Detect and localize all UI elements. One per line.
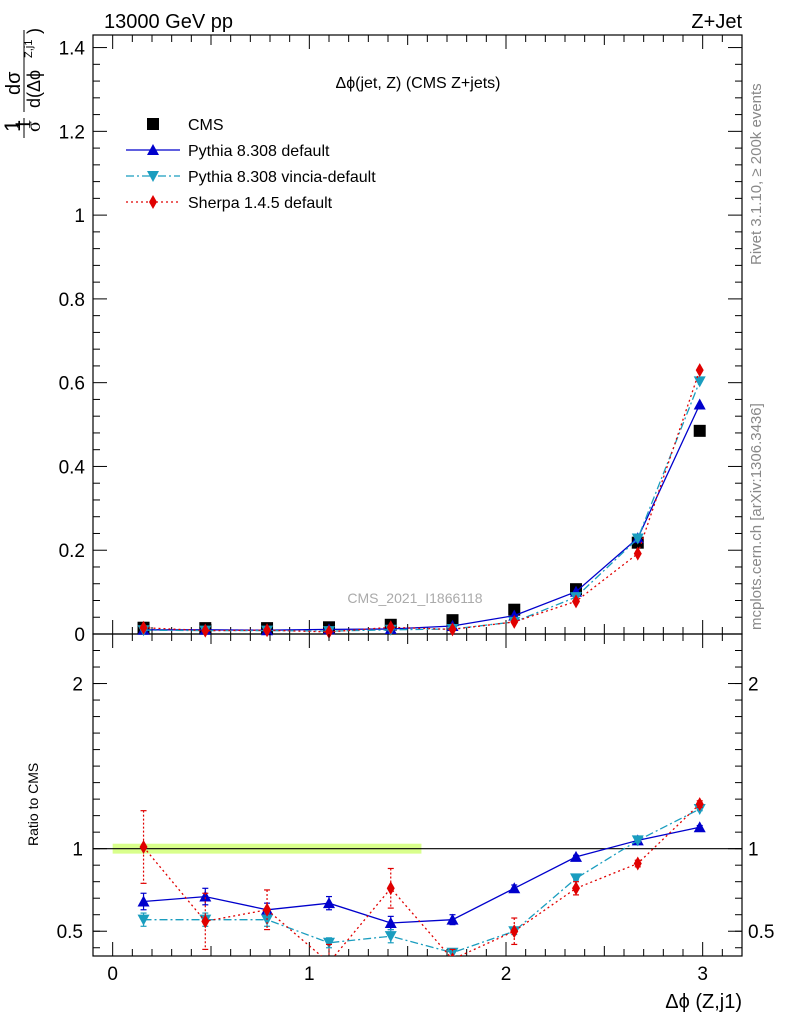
svg-text:d(Δϕ: d(Δϕ	[24, 70, 44, 108]
ratio-reference-band	[93, 843, 742, 854]
main-ytick-label: 0.2	[59, 541, 85, 562]
main-ytick-label: 1.4	[59, 39, 86, 60]
ratio-data-point	[631, 835, 644, 847]
ratio-xtick-label: 3	[697, 964, 708, 985]
main-data-point	[386, 620, 395, 635]
rivet-label: Rivet 3.1.10, ≥ 200k events	[748, 83, 765, 265]
ratio-data-point	[695, 797, 704, 812]
legend-label: Sherpa 1.4.5 default	[188, 195, 333, 212]
main-ytick-label: 1	[74, 206, 85, 227]
main-ytick-label: 0.4	[59, 457, 86, 478]
analysis-watermark: CMS_2021_I1866118	[347, 590, 482, 606]
svg-text:Z,j1: Z,j1	[23, 40, 35, 58]
main-ytick-label: 0.8	[59, 290, 85, 311]
ratio-data-point	[450, 952, 455, 956]
ratio-data-point	[384, 931, 397, 943]
main-series-line	[143, 381, 701, 632]
ratio-ylabel: Ratio to CMS	[25, 763, 41, 846]
legend-label: Pythia 8.308 vincia-default	[188, 169, 376, 186]
legend-marker	[149, 195, 157, 209]
ratio-data-point	[633, 856, 642, 871]
ratio-data-point	[446, 913, 459, 925]
main-data-point	[325, 624, 333, 639]
ratio-data-point	[137, 914, 150, 926]
ratio-data-point	[384, 916, 397, 928]
legend-label: Pythia 8.308 default	[188, 143, 330, 160]
ratio-series-line	[143, 808, 700, 954]
legend-marker	[147, 171, 159, 182]
x-axis-label: Δϕ (Z,j1)	[665, 991, 742, 1013]
main-data-point	[201, 623, 210, 638]
ratio-data-point	[201, 914, 210, 929]
legend-label: CMS	[188, 117, 224, 134]
ratio-data-point	[570, 873, 583, 885]
main-data-point	[139, 620, 148, 635]
main-ytick-label: 0.6	[59, 374, 85, 395]
ratio-ytick-label: 1	[72, 840, 83, 861]
ratio-data-point	[137, 895, 150, 907]
ratio-data-point	[199, 890, 212, 902]
main-y-axis: 0 0.2 0.4 0.6 0.8 1 1.2 1.4	[59, 39, 742, 646]
process-label: Z+Jet	[691, 11, 742, 33]
chart-title: Δϕ(jet, Z) (CMS Z+jets)	[336, 75, 501, 92]
main-data-point	[572, 594, 581, 609]
ratio-data-point	[510, 924, 519, 939]
main-data-point	[693, 376, 706, 388]
svg-text:): )	[24, 28, 44, 34]
ratio-xtick-label: 0	[107, 964, 118, 985]
ratio-ytick-label: 2	[72, 675, 83, 696]
ratio-data-point	[263, 902, 272, 917]
ratio-ytick-label-right: 1	[748, 840, 759, 861]
ratio-series-line	[143, 826, 700, 924]
svg-text:1: 1	[0, 120, 25, 132]
main-data-point	[693, 398, 706, 410]
ratio-xtick-label: 1	[304, 964, 315, 985]
ratio-data-point	[139, 840, 148, 855]
energy-label: 13000 GeV pp	[104, 11, 233, 33]
main-ytick-label: 0	[74, 625, 85, 646]
main-series-line	[143, 369, 701, 633]
ratio-xtick-label: 2	[501, 964, 512, 985]
ratio-data-point	[693, 821, 706, 833]
svg-text:dσ: dσ	[3, 71, 25, 95]
ratio-data-point	[572, 881, 581, 896]
mcplots-label: mcplots.cern.ch [arXiv:1306.3436]	[748, 403, 765, 630]
main-data-point	[631, 533, 644, 545]
main-data-point	[633, 546, 642, 561]
legend-marker	[147, 144, 159, 155]
ratio-ytick-label-right: 2	[748, 675, 759, 696]
ratio-data-point	[323, 937, 335, 949]
main-data-point	[448, 622, 457, 637]
ratio-series-group	[137, 797, 706, 956]
main-ylabel: 1	[10, 119, 35, 130]
main-data-point	[510, 614, 519, 629]
ratio-series-line	[143, 803, 701, 956]
main-data-point	[695, 363, 704, 378]
ratio-ytick-label: 0.5	[57, 922, 83, 943]
ratio-data-point	[328, 955, 330, 956]
legend: CMS Pythia 8.308 default Pythia 8.308 vinc…	[126, 117, 376, 212]
main-data-point	[693, 424, 706, 437]
main-ylabel-group: 1 σ dσ d(Δϕ Z,j1 )	[0, 28, 45, 138]
ratio-x-axis: 0 1 2 3	[107, 634, 723, 985]
ratio-data-point	[386, 881, 395, 896]
ratio-ytick-label-right: 0.5	[748, 922, 774, 943]
ratio-data-point	[261, 914, 274, 926]
ratio-data-point	[508, 882, 521, 894]
main-series-group	[137, 363, 706, 639]
ratio-data-point	[323, 897, 335, 909]
main-ytick-label: 1.2	[59, 122, 85, 143]
legend-marker	[147, 118, 159, 130]
svg-text:1: 1	[10, 119, 35, 130]
ratio-y-axis: 0.5 0.5 1 1 2 2	[57, 650, 774, 949]
ratio-plot-frame	[92, 633, 743, 957]
svg-text:σ: σ	[23, 121, 45, 132]
main-data-point	[263, 623, 272, 638]
ratio-data-point	[570, 850, 583, 862]
